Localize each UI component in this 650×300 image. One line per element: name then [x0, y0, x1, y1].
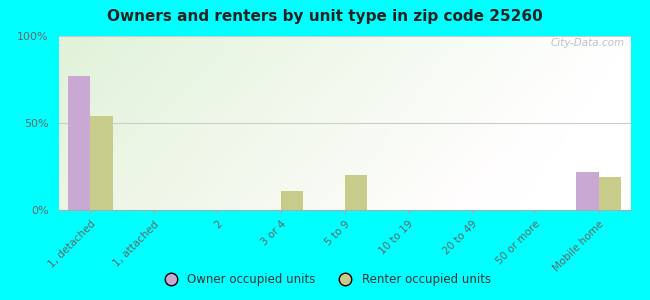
Bar [90, 116, 112, 210]
Legend: Owner occupied units, Renter occupied units: Owner occupied units, Renter occupied un… [154, 269, 496, 291]
Bar [68, 76, 90, 210]
Bar [281, 191, 303, 210]
Text: Owners and renters by unit type in zip code 25260: Owners and renters by unit type in zip c… [107, 9, 543, 24]
Bar [577, 172, 599, 210]
Bar [344, 175, 367, 210]
Bar [599, 177, 621, 210]
Text: City-Data.com: City-Data.com [551, 38, 625, 48]
